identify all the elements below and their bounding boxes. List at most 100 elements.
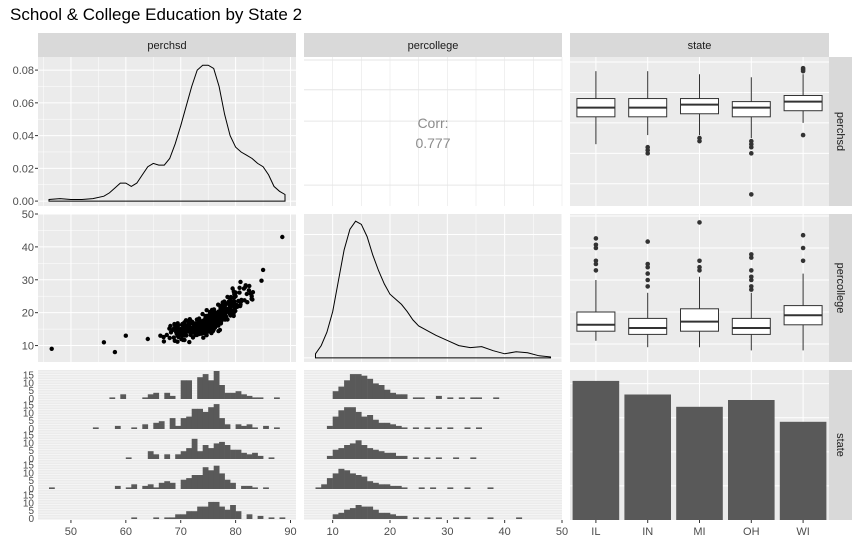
hist-bar-perchsd-MI: [197, 451, 203, 459]
y-tick-hist-15: 15: [23, 371, 35, 382]
outlier-percollege-MI: [697, 268, 702, 273]
hist-bar-perchsd-OH: [252, 487, 258, 489]
hist-bar-percollege-WI: [424, 517, 431, 519]
hist-bar-percollege-WI: [516, 517, 523, 519]
hist-bar-percollege-IL: [395, 394, 402, 399]
hist-bar-perchsd-IL: [186, 380, 192, 399]
hist-bar-percollege-OH: [355, 475, 362, 489]
hist-bar-perchsd-IL: [219, 385, 225, 399]
hist-bar-perchsd-MI: [235, 449, 242, 459]
hist-bar-percollege-WI: [355, 505, 362, 519]
hist-bar-percollege-WI: [372, 509, 379, 519]
scatter-point: [190, 326, 195, 331]
hist-bar-percollege-IN: [447, 427, 454, 429]
scatter-point: [197, 325, 203, 330]
hist-bar-perchsd-IL: [142, 397, 149, 399]
y-tick-hist-5: 5: [28, 506, 34, 517]
y-tick-percollege-30: 30: [22, 275, 34, 287]
hist-bar-percollege-MI: [367, 448, 374, 459]
hist-bar-perchsd-OH: [208, 470, 214, 489]
hist-bar-percollege-IN: [361, 416, 368, 429]
hist-bar-percollege-MI: [401, 455, 408, 459]
hist-bar-perchsd-IL: [257, 397, 264, 399]
hist-bar-percollege-IL: [344, 380, 351, 399]
x-tick-state-MI: MI: [693, 526, 705, 538]
hist-bar-percollege-WI: [453, 517, 460, 519]
panel-bg-2-0: [38, 370, 296, 520]
scatter-point: [222, 317, 228, 322]
scatter-point: [182, 320, 187, 325]
row-strip-percollege: [829, 214, 852, 362]
y-tick-hist-10: 10: [23, 378, 35, 389]
hist-bar-percollege-IL: [367, 378, 374, 399]
column-strip-percollege: [304, 33, 562, 57]
hist-bar-perchsd-OH: [114, 485, 121, 489]
hist-bar-percollege-IL: [355, 374, 362, 399]
state-bar-MI: [676, 406, 723, 520]
hist-bar-perchsd-IN: [142, 424, 149, 429]
scatter-point: [183, 324, 188, 329]
hist-bar-percollege-IL: [470, 397, 477, 399]
hist-bar-percollege-IN: [395, 425, 402, 429]
hist-bar-percollege-MI: [326, 455, 333, 459]
y-tick-hist-0: 0: [28, 514, 34, 525]
outlier-percollege-IN: [645, 277, 650, 283]
scatter-point: [230, 309, 235, 314]
hist-bar-percollege-OH: [315, 487, 322, 489]
scatter-point: [244, 291, 249, 297]
scatter-point: [171, 335, 176, 340]
hist-bar-perchsd-WI: [175, 514, 181, 519]
x-tick-state-OH: OH: [743, 526, 760, 538]
state-bar-IN: [624, 394, 671, 520]
hist-bar-perchsd-IL: [224, 392, 231, 399]
hist-bar-perchsd-MI: [230, 449, 236, 459]
hist-bar-percollege-WI: [435, 517, 442, 519]
scatter-point: [209, 311, 214, 316]
hist-bar-percollege-IL: [476, 397, 482, 399]
hist-bar-percollege-IL: [384, 389, 391, 399]
hist-bar-percollege-IN: [378, 422, 385, 429]
hist-bar-percollege-IN: [435, 427, 442, 429]
scatter-point: [112, 349, 118, 355]
state-bar-IL: [572, 380, 620, 520]
hist-bar-perchsd-WI: [169, 517, 176, 519]
scatter-point: [184, 329, 189, 334]
scatter-point: [260, 267, 266, 273]
hist-bar-percollege-OH: [401, 487, 408, 489]
y-tick-hist-10: 10: [23, 498, 35, 509]
hist-bar-perchsd-IL: [235, 391, 242, 399]
hist-bar-perchsd-IN: [158, 421, 165, 429]
hist-bar-perchsd-IL: [147, 394, 154, 399]
outlier-percollege-IL: [593, 268, 599, 273]
hist-bar-perchsd-WI: [208, 501, 214, 519]
hist-bar-perchsd-IL: [164, 392, 171, 399]
row-label-state: state: [834, 433, 846, 457]
hist-bar-percollege-IN: [355, 411, 362, 429]
hist-bar-perchsd-OH: [49, 487, 55, 489]
hist-bar-percollege-IL: [458, 397, 465, 399]
hist-bar-percollege-OH: [321, 484, 328, 489]
hist-bar-perchsd-IL: [246, 395, 253, 399]
hist-bar-perchsd-MI: [164, 454, 171, 459]
scatter-point: [145, 336, 150, 342]
scatter-point: [204, 308, 209, 313]
scatter-point: [205, 323, 210, 329]
y-tick-hist-0: 0: [28, 394, 34, 405]
box-percollege-MI: [680, 308, 719, 332]
hist-bar-percollege-OH: [390, 485, 396, 489]
box-percollege-OH: [731, 317, 771, 335]
scatter-point: [187, 321, 193, 326]
hist-bar-perchsd-MI: [186, 448, 192, 459]
scatter-point: [247, 283, 252, 289]
y-tick-hist-15: 15: [23, 401, 35, 412]
hist-bar-percollege-MI: [412, 457, 419, 459]
outlier-percollege-OH: [749, 284, 754, 289]
scatter-point: [229, 312, 234, 317]
y-tick-hist-0: 0: [28, 424, 34, 435]
hist-bar-percollege-IL: [435, 395, 442, 399]
scatter-point: [158, 333, 163, 338]
hist-bar-perchsd-WI: [224, 509, 231, 519]
chart-title: School & College Education by State 2: [10, 5, 303, 24]
density-curve-percollege: [314, 220, 552, 359]
scatter-point: [179, 337, 184, 342]
